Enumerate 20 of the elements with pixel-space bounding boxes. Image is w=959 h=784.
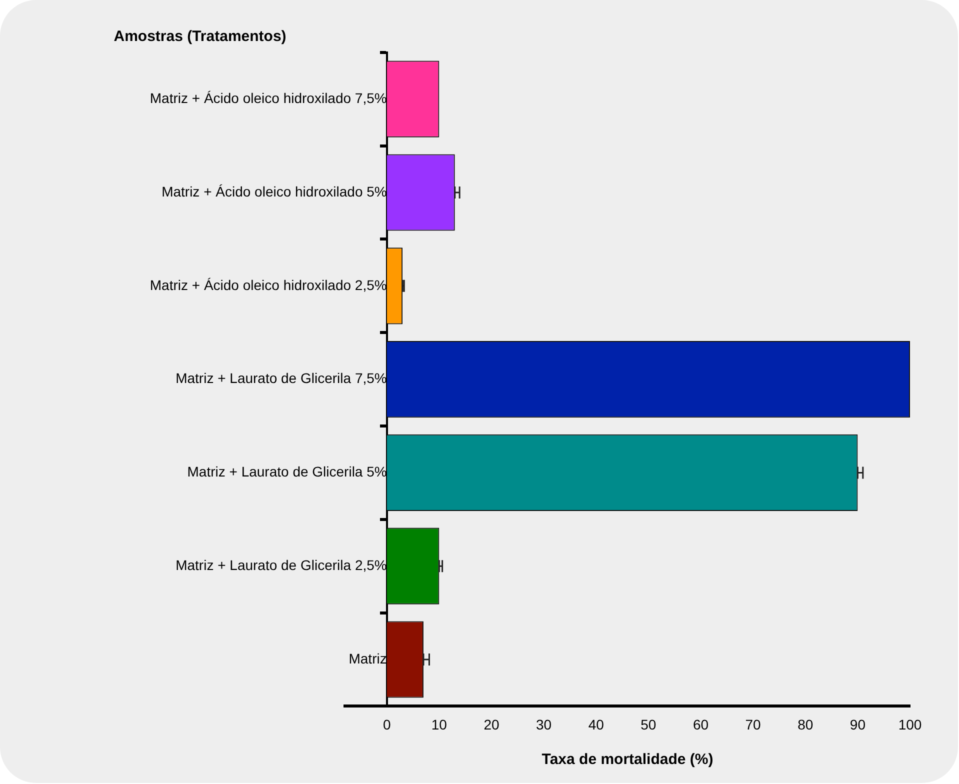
x-tick-label: 10 (431, 716, 448, 732)
x-tick-label: 30 (536, 716, 552, 732)
x-axis-title: Taxa de mortalidade (%) (542, 751, 714, 768)
x-tick-label: 90 (850, 716, 866, 732)
x-tick-label: 40 (588, 716, 604, 732)
x-tick-label: 100 (898, 716, 922, 732)
x-tick-label: 80 (798, 716, 814, 732)
x-tick-label: 20 (484, 716, 500, 732)
y-tick-label: Matriz + Laurato de Glicerila 2,5% (176, 556, 387, 573)
y-tick-label: Matriz + Ácido oleico hidroxilado 2,5% (150, 276, 387, 293)
y-tick-label: Matriz + Laurato de Glicerila 5% (187, 464, 387, 480)
y-tick-label: Matriz + Ácido oleico hidroxilado 7,5% (150, 90, 387, 106)
x-tick-label: 70 (745, 716, 762, 732)
y-tick-label: Matriz + Laurato de Glicerila 7,5% (176, 370, 387, 386)
x-tick-label: 50 (640, 716, 656, 732)
y-axis-title: Amostras (Tratamentos) (114, 28, 286, 46)
y-tick-label: Matriz + Ácido oleico hidroxilado 5% (162, 183, 387, 200)
y-tick-label: Matriz (348, 650, 387, 666)
x-tick-label: 60 (692, 716, 709, 732)
x-tick-label: 0 (382, 716, 391, 732)
